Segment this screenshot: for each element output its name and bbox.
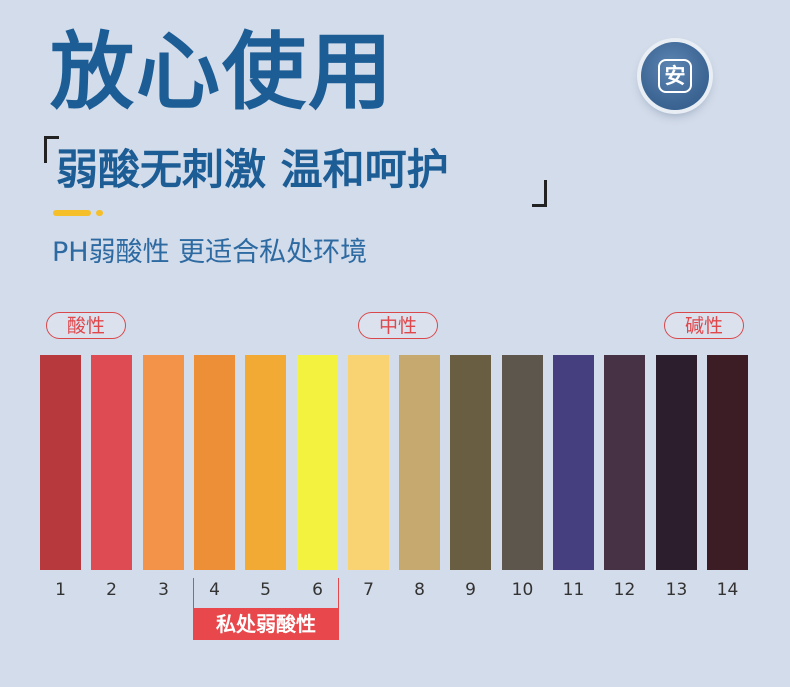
ph-number-3: 3 <box>158 580 169 600</box>
ph-number-5: 5 <box>260 580 271 600</box>
subtitle: 弱酸无刺激 温和呵护 <box>56 145 449 194</box>
ph-number-9: 9 <box>465 580 476 600</box>
quote-bracket-close <box>532 180 547 207</box>
ph-strip-1 <box>40 355 81 570</box>
ph-strip-3 <box>143 355 184 570</box>
alkaline-label: 碱性 <box>664 312 744 339</box>
ph-strip-14 <box>707 355 748 570</box>
quote-bracket-open <box>44 136 59 163</box>
weak-acid-range-bracket <box>193 578 339 608</box>
ph-strip-7 <box>348 355 389 570</box>
ph-number-12: 12 <box>613 580 636 600</box>
ph-strip-6 <box>297 355 338 570</box>
ph-number-6: 6 <box>312 580 323 600</box>
neutral-label: 中性 <box>358 312 438 339</box>
ph-strip-10 <box>502 355 543 570</box>
ph-strip-8 <box>399 355 440 570</box>
ph-strip-9 <box>450 355 491 570</box>
ph-number-11: 11 <box>562 580 585 600</box>
safe-icon: 安 <box>658 59 692 93</box>
tagline: PH弱酸性 更适合私处环境 <box>52 237 368 268</box>
acid-label: 酸性 <box>46 312 126 339</box>
accent-dash <box>53 210 91 216</box>
page-title: 放心使用 <box>50 23 395 121</box>
ph-number-13: 13 <box>665 580 688 600</box>
weak-acid-range-label: 私处弱酸性 <box>193 608 339 640</box>
ph-number-10: 10 <box>511 580 534 600</box>
ph-strip-11 <box>553 355 594 570</box>
ph-number-14: 14 <box>716 580 739 600</box>
ph-number-7: 7 <box>363 580 374 600</box>
ph-strip-5 <box>245 355 286 570</box>
ph-strip-2 <box>91 355 132 570</box>
ph-number-2: 2 <box>106 580 117 600</box>
accent-dot <box>96 210 103 216</box>
ph-number-4: 4 <box>209 580 220 600</box>
ph-number-8: 8 <box>414 580 425 600</box>
ph-strip-4 <box>194 355 235 570</box>
ph-strip-12 <box>604 355 645 570</box>
ph-number-1: 1 <box>55 580 66 600</box>
ph-strip-13 <box>656 355 697 570</box>
safety-badge: 安 <box>641 42 709 110</box>
